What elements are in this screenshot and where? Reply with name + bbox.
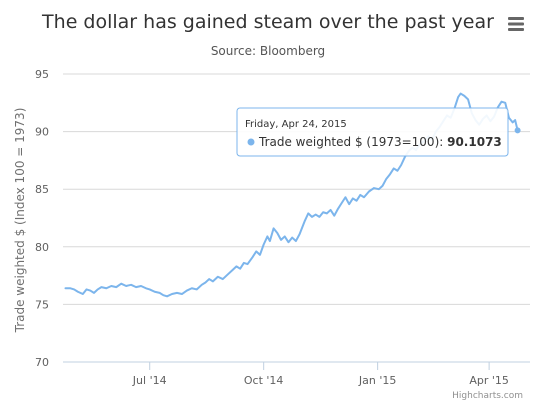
credits-link[interactable]: Highcharts.com	[452, 391, 523, 401]
chart-subtitle: Source: Bloomberg	[211, 44, 325, 58]
x-tick-labels: Jul '14 Oct '14 Jan '15 Apr '15	[132, 362, 509, 387]
x-tick-label-1: Oct '14	[244, 374, 284, 387]
tooltip-series-marker-icon	[247, 138, 255, 146]
tooltip-series-label: Trade weighted $ (1973=100):	[258, 135, 447, 149]
y-tick-label-80: 80	[35, 241, 49, 254]
x-tick-label-2: Jan '15	[358, 374, 396, 387]
y-tick-label-90: 90	[35, 126, 49, 139]
export-menu-button[interactable]	[503, 12, 529, 36]
x-tick-label-3: Apr '15	[469, 374, 509, 387]
tooltip-box	[236, 107, 509, 157]
tooltip-value: 90.1073	[447, 135, 502, 149]
tooltip-date: Friday, Apr 24, 2015	[245, 119, 347, 130]
y-axis-title: Trade weighted $ (Index 100 = 1973)	[13, 108, 27, 334]
y-tick-label-70: 70	[35, 356, 49, 369]
y-tick-label-85: 85	[35, 183, 49, 196]
x-tick-label-0: Jul '14	[132, 374, 167, 387]
y-tick-labels: 70 75 80 85 90 95	[35, 68, 49, 369]
y-tick-label-95: 95	[35, 68, 49, 81]
hover-point-marker	[514, 127, 521, 134]
tooltip-series-text: Trade weighted $ (1973=100): 90.1073	[258, 135, 502, 149]
hamburger-menu-icon[interactable]	[508, 17, 524, 31]
chart-title: The dollar has gained steam over the pas…	[41, 11, 494, 33]
y-tick-label-75: 75	[35, 298, 49, 311]
tooltip: Friday, Apr 24, 2015 Trade weighted $ (1…	[236, 107, 509, 157]
